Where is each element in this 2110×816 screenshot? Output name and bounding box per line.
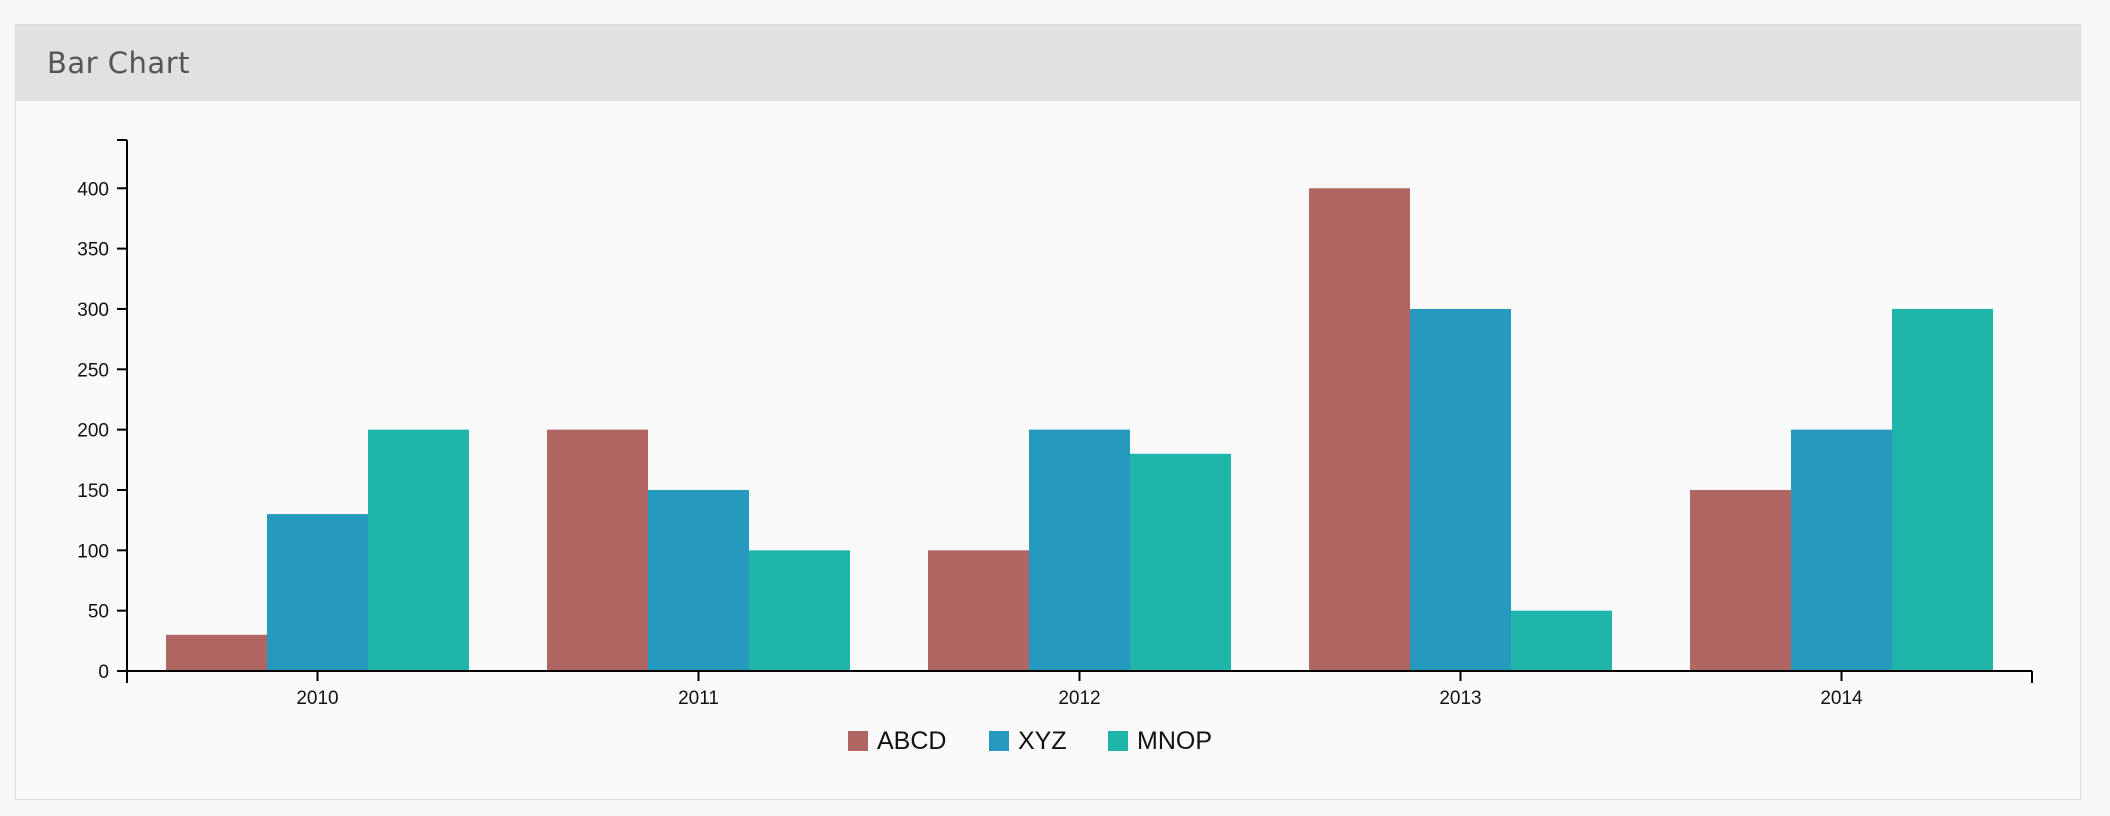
axes-group: 0 50 100 150 200 250 300 350 400 2010 2011 2012 2013… <box>77 139 2033 709</box>
y-tick-label: 100 <box>77 541 109 562</box>
bar-abcd-2012 <box>928 550 1029 671</box>
y-tick-label: 150 <box>77 481 109 502</box>
bar-abcd-2014 <box>1690 489 1791 671</box>
x-tick-label: 2013 <box>1439 688 1481 709</box>
bar-mnop-2011 <box>749 550 850 671</box>
legend-swatch-xyz <box>989 731 1009 751</box>
legend-label-xyz: XYZ <box>1018 727 1067 755</box>
bar-xyz-2014 <box>1791 429 1892 671</box>
bar-abcd-2010 <box>166 634 267 671</box>
legend-label-mnop: MNOP <box>1137 727 1212 755</box>
legend-swatch-mnop <box>1108 731 1128 751</box>
panel-header: Bar Chart <box>16 25 2080 101</box>
y-tick-label: 0 <box>98 662 109 683</box>
y-tick-label: 300 <box>77 300 109 321</box>
x-tick-label: 2011 <box>678 688 719 709</box>
bar-abcd-2013 <box>1309 188 1410 672</box>
x-tick-label: 2014 <box>1820 688 1863 709</box>
y-tick-label: 250 <box>77 360 109 381</box>
y-tick-label: 350 <box>77 240 109 261</box>
bar-xyz-2012 <box>1029 429 1130 671</box>
panel-title: Bar Chart <box>47 46 191 80</box>
bar-xyz-2011 <box>648 489 749 671</box>
x-tick-label: 2012 <box>1058 688 1100 709</box>
y-tick-label: 200 <box>77 421 109 442</box>
y-tick-label: 50 <box>88 602 109 623</box>
x-tick-label: 2010 <box>296 688 338 709</box>
bar-mnop-2013 <box>1511 610 1612 671</box>
bar-mnop-2012 <box>1130 453 1231 671</box>
legend: ABCD XYZ MNOP <box>848 727 1212 755</box>
legend-swatch-abcd <box>848 731 868 751</box>
bar-abcd-2011 <box>547 429 648 671</box>
bar-mnop-2014 <box>1892 308 1993 671</box>
bar-xyz-2013 <box>1410 308 1511 671</box>
bar-xyz-2010 <box>267 514 368 671</box>
legend-label-abcd: ABCD <box>877 727 946 755</box>
bar-mnop-2010 <box>368 429 469 671</box>
bars-group <box>166 188 1993 672</box>
y-tick-label: 400 <box>77 179 109 200</box>
